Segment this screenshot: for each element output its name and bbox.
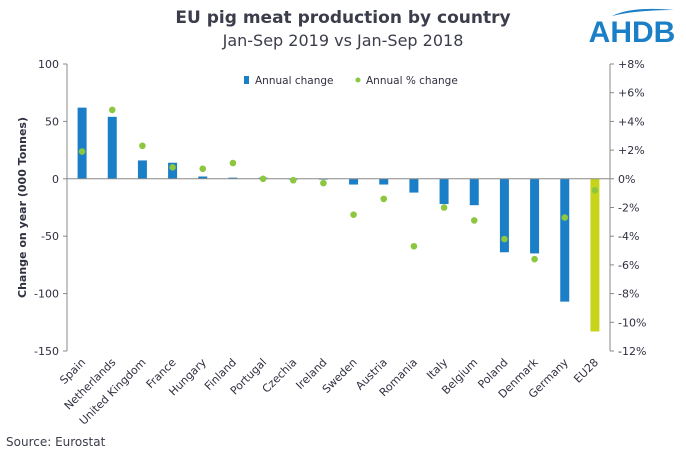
dot-denmark — [531, 255, 538, 263]
bar-germany — [560, 178, 570, 302]
dot-austria — [380, 195, 388, 203]
dot-czechia — [289, 176, 297, 184]
y-tick-label: 50 — [45, 115, 59, 128]
bar-netherlands — [107, 116, 117, 179]
bar-sweden — [349, 178, 359, 185]
y2-tick-label: +2% — [618, 144, 645, 157]
dot-france — [169, 164, 176, 171]
y-axis-title: Change on year (000 Tonnes) — [16, 117, 29, 298]
dot-romania — [410, 242, 418, 250]
dot-united-kingdom — [139, 142, 146, 150]
legend-bar-swatch — [244, 76, 249, 84]
dot-belgium — [470, 217, 478, 224]
chart-title: EU pig meat production by country — [175, 8, 511, 28]
y-tick-label: 100 — [38, 58, 59, 71]
dot-eu28 — [591, 186, 599, 194]
dot-finland — [229, 159, 237, 167]
dot-hungary — [199, 165, 207, 173]
dot-italy — [440, 204, 448, 211]
bar-romania — [409, 178, 419, 193]
dot-netherlands — [108, 106, 116, 114]
y2-tick-label: 0% — [618, 173, 635, 186]
legend-bar-label: Annual change — [255, 75, 333, 87]
bar-united-kingdom — [137, 160, 147, 179]
bar-eu28 — [590, 178, 600, 332]
y-tick-label: -50 — [41, 230, 59, 243]
logo-text: AHDB — [589, 16, 676, 48]
bar-france — [168, 162, 178, 179]
y-tick-label: -100 — [34, 288, 59, 301]
dot-poland — [501, 235, 508, 243]
bar-hungary — [198, 176, 208, 179]
legend-dot-swatch — [355, 77, 361, 83]
bar-austria — [379, 178, 389, 185]
legend-dot-label: Annual % change — [366, 75, 458, 87]
logo-swoosh — [612, 8, 674, 16]
y2-tick-label: +4% — [618, 115, 645, 128]
y2-tick-label: -12% — [618, 345, 646, 358]
y2-tick-label: +6% — [618, 87, 645, 100]
dot-sweden — [350, 211, 357, 218]
y2-tick-label: +8% — [618, 58, 645, 71]
bar-belgium — [469, 178, 479, 206]
bar-finland — [228, 177, 238, 179]
dot-spain — [78, 148, 86, 155]
dot-ireland — [320, 179, 327, 187]
bar-denmark — [530, 178, 540, 254]
dot-germany — [561, 214, 569, 221]
y2-tick-label: -8% — [618, 288, 639, 301]
source-note: Source: Eurostat — [6, 435, 106, 449]
y-tick-label: -150 — [34, 345, 59, 358]
y2-tick-label: -4% — [618, 230, 639, 243]
chart-subtitle: Jan-Sep 2019 vs Jan-Sep 2018 — [222, 31, 464, 50]
bar-poland — [499, 178, 509, 253]
dot-portugal — [259, 175, 267, 183]
y2-tick-label: -2% — [618, 202, 639, 215]
y2-tick-label: -6% — [618, 259, 639, 272]
bar-italy — [439, 178, 449, 205]
y2-tick-label: -10% — [618, 316, 646, 329]
category-label: Italy — [424, 356, 450, 382]
ahdb-logo: AHDB — [589, 8, 676, 48]
bar-spain — [77, 107, 87, 179]
y-tick-label: 0 — [52, 173, 59, 186]
category-label: EU28 — [571, 356, 601, 386]
